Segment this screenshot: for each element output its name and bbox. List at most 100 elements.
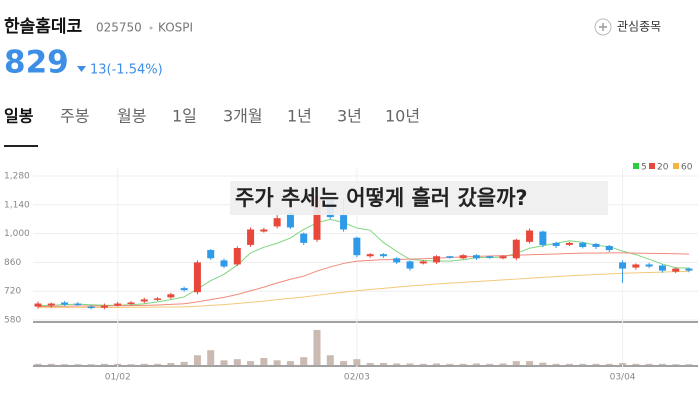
volume-bar	[433, 363, 441, 365]
volume-bar	[459, 363, 467, 365]
tab[interactable]: 3개월	[223, 107, 263, 126]
volume-bar	[300, 357, 308, 365]
candle-body	[605, 245, 613, 251]
candle-body	[672, 268, 680, 272]
down-arrow	[77, 66, 86, 72]
watch-button[interactable]: 관심종목	[594, 18, 661, 36]
volume-bar	[446, 363, 454, 365]
separator-dot	[149, 26, 153, 30]
candle-body	[220, 260, 228, 267]
candle-body	[579, 242, 587, 247]
candle-body	[353, 237, 361, 256]
candle-body	[34, 303, 42, 307]
annotation: 주가 추세는 어떻게 흘러 갔을까?	[235, 186, 528, 210]
volume-bar	[685, 364, 693, 365]
candle-body	[366, 254, 374, 257]
volume-bar	[47, 363, 55, 365]
volume-bar	[379, 363, 387, 365]
candle-body	[233, 248, 241, 265]
legend-label: 60	[681, 163, 693, 173]
candle-body	[140, 299, 148, 302]
candle-body	[114, 303, 122, 306]
annotation-bg	[230, 181, 608, 215]
candle-body	[74, 303, 82, 306]
candle-body	[379, 254, 387, 257]
legend-swatch	[633, 163, 639, 169]
volume-bar	[207, 350, 215, 365]
moving-average	[37, 218, 690, 307]
y-tick-label: 1,000	[4, 229, 30, 239]
candle-body	[207, 250, 215, 259]
volume-bar	[499, 363, 507, 365]
candle-body	[632, 264, 640, 268]
candle-body	[154, 298, 162, 300]
volume-bar	[180, 361, 188, 365]
tab[interactable]: 월봉	[117, 107, 146, 126]
volume-bar	[552, 363, 560, 365]
volume-bar	[74, 364, 82, 365]
tab[interactable]: 3년	[337, 107, 362, 126]
volume-bar	[100, 363, 108, 365]
volume-bar	[313, 329, 321, 365]
candle-body	[61, 302, 69, 305]
x-tick-label: 01/02	[105, 373, 131, 383]
volume-bar	[526, 361, 534, 365]
volume-bar	[286, 361, 294, 365]
y-tick-label: 1,140	[4, 200, 30, 210]
y-tick-label: 580	[4, 316, 21, 326]
tab[interactable]: 주봉	[60, 107, 89, 126]
tab[interactable]: 1일	[172, 107, 197, 126]
x-tick-label: 03/04	[610, 373, 636, 383]
watch-label[interactable]: 관심종목	[617, 20, 661, 34]
tab[interactable]: 10년	[385, 107, 420, 126]
volume-bar	[472, 363, 480, 365]
volume-bar	[193, 355, 201, 365]
y-tick-label: 860	[4, 258, 21, 268]
legend-swatch	[673, 163, 679, 169]
candle-body	[193, 262, 201, 293]
volume-bar	[619, 363, 627, 365]
tab[interactable]: 일봉	[4, 107, 34, 126]
candle-body	[406, 261, 414, 269]
candle-body	[539, 231, 547, 245]
tab[interactable]: 1년	[287, 107, 312, 126]
price: 829	[4, 45, 69, 81]
candle-body	[645, 264, 653, 267]
volume-bar	[326, 355, 334, 365]
candle-body	[446, 256, 454, 258]
tab-bar: 일봉 주봉 월봉 1일 3개월 1년 3년 10년	[4, 107, 420, 126]
y-tick-label: 720	[4, 287, 21, 297]
candle-body	[286, 213, 294, 228]
volume-bar	[353, 359, 361, 365]
legend-label: 5	[641, 163, 647, 173]
volume-bar	[605, 363, 613, 365]
volume-bar	[340, 361, 348, 365]
volume-bar	[273, 360, 281, 365]
candle-body	[419, 261, 427, 264]
volume-bar	[87, 364, 95, 365]
volume-bar	[672, 364, 680, 365]
volume-bar	[366, 363, 374, 365]
volume-bar	[220, 360, 228, 365]
candle-body	[499, 256, 507, 259]
candle-body	[247, 229, 255, 245]
stock-code: 025750	[96, 21, 142, 35]
volume-bar	[140, 363, 148, 365]
x-tick-label: 02/03	[344, 373, 370, 383]
volume-bar	[247, 361, 255, 365]
candle-body	[433, 256, 441, 263]
volume-bar	[565, 363, 573, 365]
candle-body	[472, 255, 480, 259]
volume-bar	[486, 363, 494, 365]
volume-bar	[419, 363, 427, 365]
volume-bar	[154, 363, 162, 365]
candle-body	[273, 218, 281, 227]
volume-bar	[539, 362, 547, 365]
volume-bar	[61, 364, 69, 365]
plus-circle	[594, 18, 612, 36]
candle-body	[552, 242, 560, 246]
candle-body	[658, 265, 666, 271]
volume-bar	[645, 363, 653, 365]
candle-body	[260, 229, 268, 232]
